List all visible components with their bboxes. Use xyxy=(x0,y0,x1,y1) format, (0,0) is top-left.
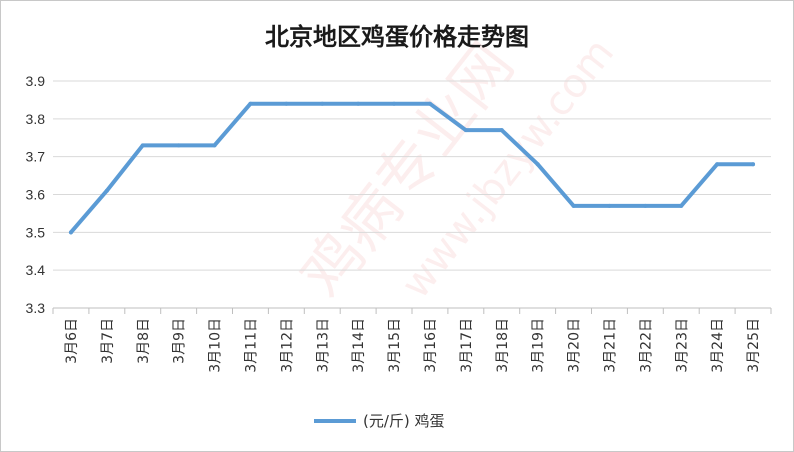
data-point xyxy=(535,162,540,167)
y-tick-label: 3.6 xyxy=(26,187,46,203)
x-tick-label: 3月14日 xyxy=(351,318,367,373)
series-line xyxy=(68,101,756,235)
x-tick-label: 3月7日 xyxy=(100,318,116,364)
x-tick-label: 3月11日 xyxy=(243,318,259,373)
data-point xyxy=(140,143,145,148)
x-tick-label: 3月10日 xyxy=(208,318,224,373)
data-point xyxy=(356,101,361,106)
legend-label: (元/斤) 鸡蛋 xyxy=(363,412,445,430)
data-point xyxy=(284,101,289,106)
x-tick-label: 3月21日 xyxy=(602,318,618,373)
y-tick-label: 3.7 xyxy=(26,149,46,165)
legend: (元/斤) 鸡蛋 xyxy=(314,412,445,430)
data-point xyxy=(679,203,684,208)
x-tick-label: 3月12日 xyxy=(279,318,295,373)
x-tick-label: 3月25日 xyxy=(746,318,762,373)
data-point xyxy=(427,101,432,106)
chart-title: 北京地区鸡蛋价格走势图 xyxy=(265,23,529,51)
data-point xyxy=(392,101,397,106)
data-point xyxy=(176,143,181,148)
x-axis-ticks: 3月6日 3月7日 3月8日 3月9日 3月10日 3月11日 3月12日 3月13日 3月14… xyxy=(64,318,762,373)
x-axis xyxy=(52,307,772,314)
data-point xyxy=(499,128,504,133)
x-tick-label: 3月15日 xyxy=(387,318,403,373)
x-tick-label: 3月13日 xyxy=(315,318,331,373)
x-tick-label: 3月8日 xyxy=(136,318,152,364)
series-layer xyxy=(68,101,756,235)
x-tick-label: 3月6日 xyxy=(64,318,80,364)
data-point xyxy=(751,162,756,167)
data-point xyxy=(104,188,109,193)
y-axis-ticks: 3.3 3.4 3.5 3.6 3.7 3.8 3.9 xyxy=(26,73,46,316)
data-point xyxy=(607,203,612,208)
data-point xyxy=(643,203,648,208)
x-tick-label: 3月18日 xyxy=(495,318,511,373)
data-point xyxy=(68,230,73,235)
data-point xyxy=(248,101,253,106)
y-tick-label: 3.3 xyxy=(26,300,46,316)
data-point xyxy=(715,162,720,167)
x-tick-label: 3月22日 xyxy=(638,318,654,373)
data-point xyxy=(571,203,576,208)
y-tick-label: 3.9 xyxy=(26,73,46,89)
data-point xyxy=(212,143,217,148)
x-tick-label: 3月23日 xyxy=(674,318,690,373)
x-tick-label: 3月16日 xyxy=(423,318,439,373)
watermark: 鸡病专业网 www.jbzyw.com xyxy=(288,30,623,310)
y-tick-label: 3.8 xyxy=(26,111,46,127)
x-tick-label: 3月9日 xyxy=(172,318,188,364)
x-tick-label: 3月17日 xyxy=(459,318,475,373)
y-tick-label: 3.5 xyxy=(26,224,46,240)
data-point xyxy=(463,128,468,133)
x-tick-label: 3月20日 xyxy=(567,318,583,373)
y-tick-label: 3.4 xyxy=(26,262,46,278)
x-tick-label: 3月24日 xyxy=(710,318,726,373)
data-point xyxy=(320,101,325,106)
x-tick-label: 3月19日 xyxy=(531,318,547,373)
